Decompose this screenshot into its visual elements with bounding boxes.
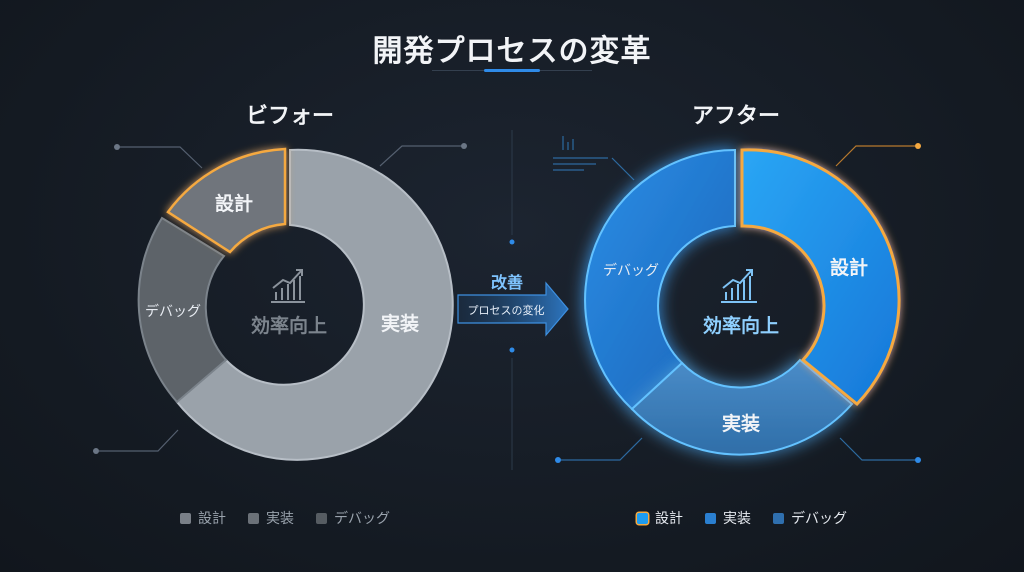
before-label-design: 設計 <box>215 192 253 215</box>
before-connectors <box>93 143 467 454</box>
legend-label: 実装 <box>266 511 294 527</box>
legend-swatch <box>316 512 327 524</box>
after-label-debug: デバッグ <box>603 262 659 279</box>
after-segment-impl <box>630 358 854 456</box>
before-chart-icon <box>271 269 305 303</box>
page-title: 開発プロセスの変革 <box>372 34 652 69</box>
legend-label: デバッグ <box>791 511 847 527</box>
after-legend-item: デバッグ <box>773 508 847 528</box>
legend-swatch <box>637 512 648 524</box>
before-heading: ビフォー <box>246 104 335 129</box>
legend-swatch <box>248 512 259 524</box>
after-chart-icon <box>721 269 757 303</box>
before-label-impl: 実装 <box>381 312 419 335</box>
before-label-debug: デバッグ <box>145 303 201 320</box>
before-donut <box>137 147 454 461</box>
after-donut <box>584 148 901 456</box>
before-segment-debug <box>137 216 228 404</box>
before-legend: 設計 実装 デバッグ <box>180 508 390 528</box>
transition-arrow-label: プロセスの変化 <box>468 303 545 317</box>
after-legend-item: 実装 <box>705 508 751 528</box>
after-segment-debug <box>584 148 736 411</box>
before-legend-item: 実装 <box>248 508 294 528</box>
legend-label: 設計 <box>198 511 226 527</box>
transition-divider <box>509 130 515 470</box>
legend-swatch <box>705 512 716 524</box>
before-center-label: 効率向上 <box>251 314 327 337</box>
legend-label: デバッグ <box>334 511 390 527</box>
title-accent-bar <box>484 69 540 72</box>
after-legend: 設計 実装 デバッグ <box>637 508 847 528</box>
transition-top-label: 改善 <box>491 273 523 292</box>
before-legend-item: デバッグ <box>316 508 390 528</box>
after-legend-item: 設計 <box>637 508 683 528</box>
before-segment-impl <box>175 148 454 461</box>
after-heading: アフター <box>692 104 781 129</box>
after-label-impl: 実装 <box>722 412 760 435</box>
legend-label: 設計 <box>655 511 683 527</box>
before-legend-item: 設計 <box>180 508 226 528</box>
after-segment-design <box>740 148 901 407</box>
legend-label: 実装 <box>723 511 751 527</box>
legend-swatch <box>180 512 191 524</box>
after-label-design: 設計 <box>830 256 868 279</box>
legend-swatch <box>773 512 784 524</box>
before-segment-design <box>166 147 287 254</box>
transition-arrow <box>457 281 569 337</box>
after-center-label: 効率向上 <box>703 314 779 337</box>
after-connectors <box>553 136 921 463</box>
